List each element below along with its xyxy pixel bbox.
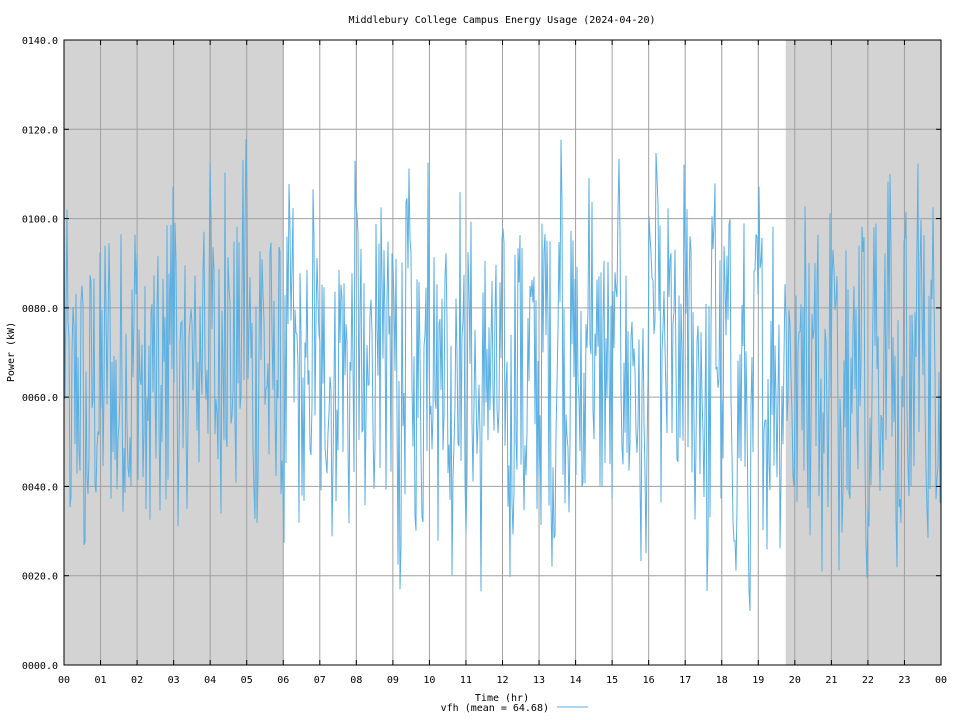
x-tick-label: 02: [131, 675, 143, 686]
chart-title: Middlebury College Campus Energy Usage (…: [348, 15, 655, 26]
x-tick-label: 04: [204, 675, 216, 686]
y-tick-label: 0040.0: [22, 482, 58, 493]
x-tick-label: 23: [898, 675, 910, 686]
y-tick-label: 0080.0: [22, 304, 58, 315]
x-tick-label: 03: [168, 675, 180, 686]
axis-layer: 00 01 02 03 04 05 06 07 08 09 10 11 12 13 14 15 16 17 18 19…: [22, 36, 947, 686]
y-axis-label: Power (kW): [6, 322, 17, 382]
series-layer: [63, 139, 942, 612]
x-tick-label: 09: [387, 675, 399, 686]
x-tick-label: 00: [58, 675, 70, 686]
y-tick-label: 0140.0: [22, 36, 58, 47]
x-tick-label: 16: [643, 675, 655, 686]
x-tick-label: 01: [95, 675, 107, 686]
y-tick-label: 0120.0: [22, 125, 58, 136]
y-tick-label: 0100.0: [22, 215, 58, 226]
x-tick-label: 20: [789, 675, 801, 686]
x-tick-label: 17: [679, 675, 691, 686]
x-tick-label: 14: [570, 675, 582, 686]
x-tick-label: 15: [606, 675, 618, 686]
legend: vfh (mean = 64.68): [441, 703, 588, 714]
x-tick-label: 18: [716, 675, 728, 686]
x-tick-label: 00: [935, 675, 947, 686]
x-tick-label: 22: [862, 675, 874, 686]
x-tick-label: 12: [496, 675, 508, 686]
x-tick-label: 13: [533, 675, 545, 686]
y-tick-label: 0000.0: [22, 661, 58, 672]
y-tick-label: 0060.0: [22, 393, 58, 404]
x-tick-label: 06: [277, 675, 289, 686]
x-tick-label: 11: [460, 675, 472, 686]
series-line-vfh: [63, 139, 942, 612]
x-axis-label: Time (hr): [475, 693, 529, 704]
x-tick-label: 08: [350, 675, 362, 686]
x-tick-label: 10: [423, 675, 435, 686]
x-tick-label: 19: [752, 675, 764, 686]
x-tick-label: 21: [825, 675, 837, 686]
x-tick-label: 05: [241, 675, 253, 686]
y-tick-label: 0020.0: [22, 572, 58, 583]
x-tick-label: 07: [314, 675, 326, 686]
legend-label: vfh (mean = 64.68): [441, 703, 549, 714]
